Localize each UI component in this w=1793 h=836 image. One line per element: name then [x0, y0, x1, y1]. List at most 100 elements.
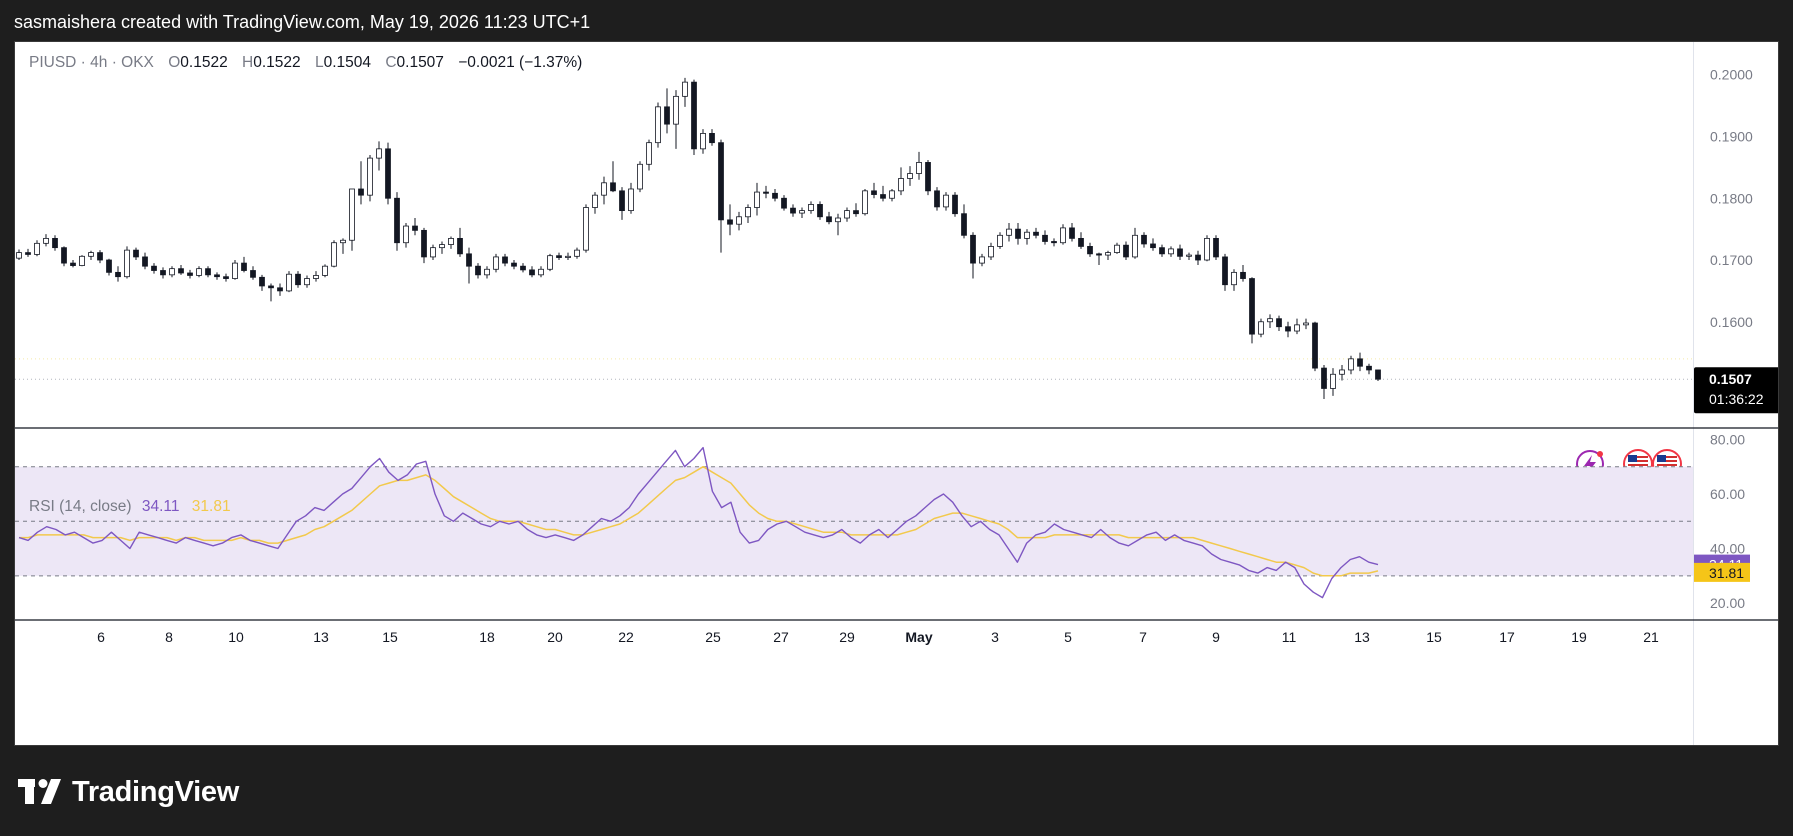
chart-canvas[interactable]: 0.2000 0.1900 0.1800 0.1700 0.1600 0.1507 01:3… [15, 42, 1779, 746]
candle-body [1078, 237, 1084, 247]
candle-body [178, 268, 184, 274]
us-flag-stripe [1657, 460, 1677, 462]
time-tick-label-13: 3 [991, 629, 999, 645]
time-tick-label-8: 22 [618, 629, 634, 645]
candle-body [16, 252, 22, 259]
candle-body [313, 275, 319, 279]
candle-body [781, 197, 787, 209]
candle-body [934, 190, 940, 208]
candle-body [1285, 326, 1291, 332]
time-tick-label-18: 13 [1354, 629, 1370, 645]
candle-body [133, 249, 139, 258]
rsi-value: 34.11 [141, 498, 180, 515]
open-value: 0.1522 [180, 54, 228, 71]
candle-body [1240, 271, 1246, 279]
rsi-legend: RSI (14, close) 34.11 31.81 [29, 498, 231, 516]
candle-body [547, 255, 553, 270]
time-tick-label-15: 7 [1139, 629, 1147, 645]
candle-body [790, 207, 796, 214]
candle-body [1294, 324, 1300, 332]
candle-body [196, 268, 202, 276]
brand-name: TradingView [72, 776, 239, 808]
candle-body [601, 182, 607, 196]
candle-body [664, 106, 670, 125]
candle-body [943, 194, 949, 208]
candle-body [421, 229, 427, 258]
candle-body [1006, 228, 1012, 236]
candle-body [772, 192, 778, 199]
candle-body [304, 278, 310, 286]
candle-body [502, 256, 508, 264]
last-price-value: 0.1507 [1709, 371, 1752, 387]
close-value: 0.1507 [396, 54, 444, 71]
candle-body [1186, 254, 1192, 257]
tradingview-logo-icon [18, 779, 61, 804]
time-tick-label-2: 8 [165, 629, 173, 645]
candle-body [880, 194, 886, 199]
symbol-label[interactable]: PIUSD · 4h · OKX [29, 54, 154, 71]
candle-body [1357, 358, 1363, 367]
lightning-event-icon-bolt [1584, 455, 1596, 474]
time-tick-label-16: 9 [1212, 629, 1220, 645]
candle-body [691, 81, 697, 150]
close-key: C [385, 54, 397, 71]
candle-body [79, 255, 85, 266]
rsi-tick-label-3: 20.00 [1710, 595, 1745, 611]
candle-body [466, 253, 472, 267]
candle-body [214, 274, 220, 278]
candle-body [1303, 322, 1309, 326]
candle-body [34, 242, 40, 255]
candle-body [331, 242, 337, 267]
low-value: 0.1504 [323, 54, 371, 71]
candle-body [529, 269, 535, 276]
candle-body [1258, 321, 1264, 335]
candle-body [295, 273, 301, 286]
candle-body [709, 133, 715, 144]
candle-body [484, 268, 490, 276]
low-key: L [314, 54, 324, 71]
candle-body [88, 252, 94, 257]
candle-body [988, 246, 994, 258]
candle-body [1177, 248, 1183, 257]
candle-body [700, 133, 706, 150]
us-flag-stripe [1628, 456, 1648, 458]
price-tick-label-0: 0.2000 [1710, 67, 1753, 83]
rsi-band [15, 466, 1693, 576]
candle-body [403, 225, 409, 244]
rsi-label[interactable]: RSI (14, close) [29, 498, 132, 515]
candle-body [1051, 241, 1057, 244]
time-tick-label-22: 21 [1643, 629, 1659, 645]
candle-body [574, 249, 580, 257]
candle-body [907, 173, 913, 179]
candle-body [385, 148, 391, 199]
rsi-ma-badge: 31.81 [1694, 562, 1750, 582]
candle-body [52, 237, 58, 249]
price-tick-label-3: 0.1700 [1710, 252, 1753, 268]
candle-body [1204, 237, 1210, 261]
time-tick-label-10: 27 [773, 629, 789, 645]
candle-body [106, 259, 112, 273]
us-flag-stripe [1657, 464, 1677, 466]
candle-body [457, 237, 463, 255]
candle-body [25, 252, 31, 255]
candle-body [610, 182, 616, 192]
candle-body [817, 204, 823, 218]
candle-body [619, 190, 625, 212]
candle-body [1132, 234, 1138, 258]
candle-body [1168, 248, 1174, 255]
candle-body [889, 190, 895, 199]
chart-panel[interactable]: 0.2000 0.1900 0.1800 0.1700 0.1600 0.1507 01:3… [14, 41, 1779, 746]
candle-body [1213, 237, 1219, 258]
candle-body [124, 249, 130, 278]
candle-body [1123, 244, 1129, 258]
time-tick-label-20: 17 [1499, 629, 1515, 645]
candle-body [1339, 369, 1345, 375]
candle-body [1069, 227, 1075, 239]
time-tick-label-11: 29 [839, 629, 855, 645]
candle-body [808, 204, 814, 212]
candle-body [583, 207, 589, 251]
us-flag-canton [1657, 455, 1666, 462]
candle-body [223, 276, 229, 279]
candle-body [592, 194, 598, 208]
time-tick-label-4: 13 [313, 629, 329, 645]
